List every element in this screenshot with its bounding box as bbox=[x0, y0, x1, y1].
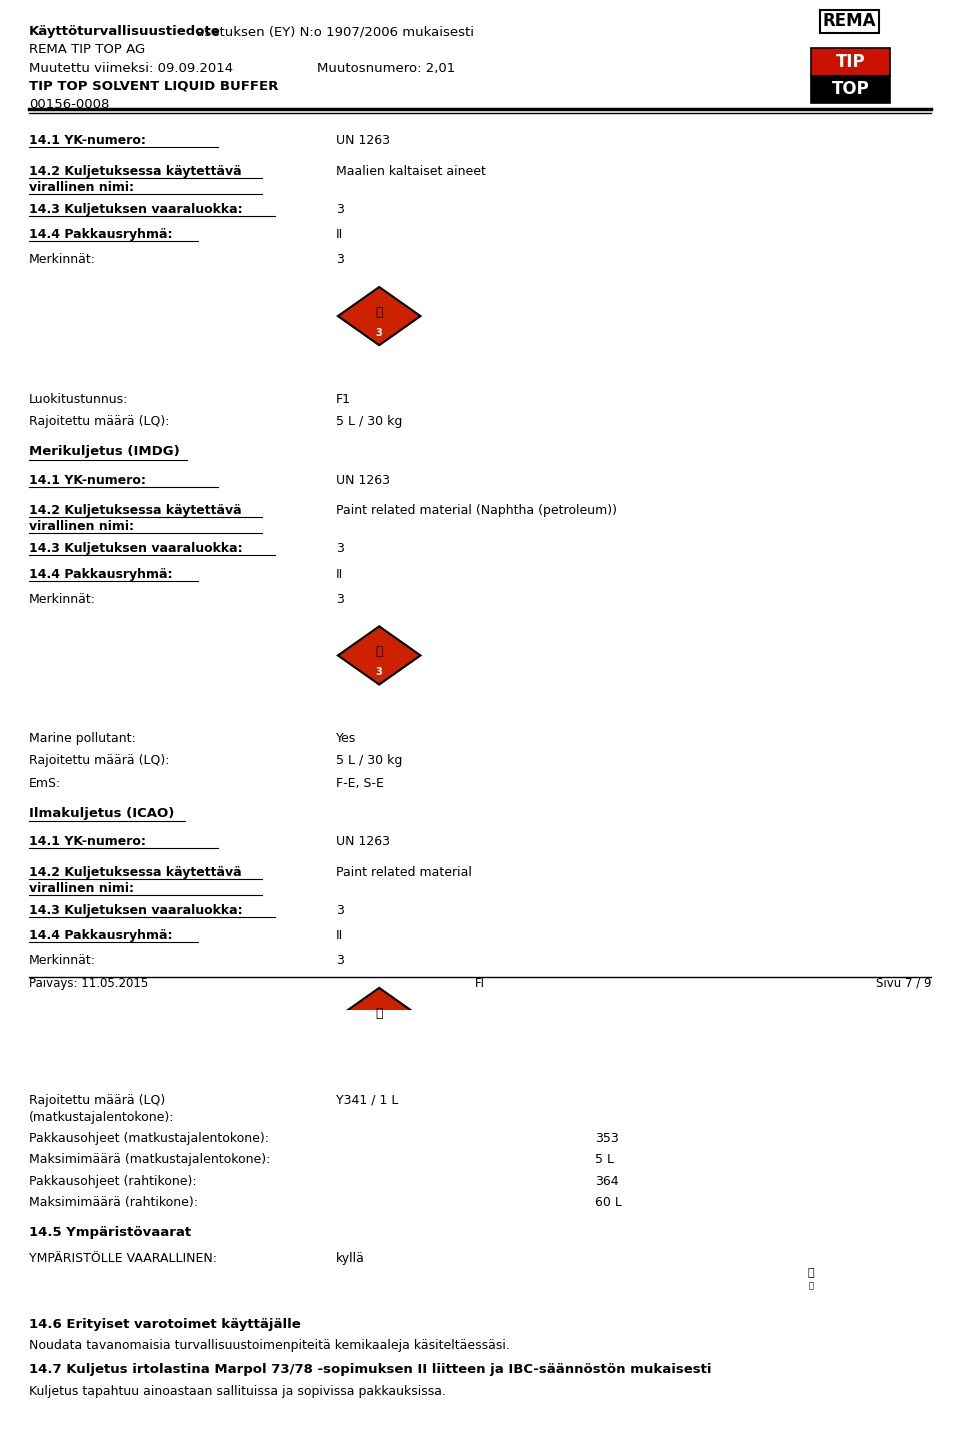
Text: 00156-0008: 00156-0008 bbox=[29, 97, 109, 110]
Text: 14.3 Kuljetuksen vaaraluokka:: 14.3 Kuljetuksen vaaraluokka: bbox=[29, 904, 243, 916]
Text: 3: 3 bbox=[336, 543, 344, 556]
Text: Maalien kaltaiset aineet: Maalien kaltaiset aineet bbox=[336, 165, 486, 178]
Text: Noudata tavanomaisia turvallisuustoimenpiteitä kemikaaleja käsiteltäessäsi.: Noudata tavanomaisia turvallisuustoimenp… bbox=[29, 1339, 510, 1352]
Text: 14.4 Pakkausryhmä:: 14.4 Pakkausryhmä: bbox=[29, 228, 172, 241]
Text: 3: 3 bbox=[336, 203, 344, 216]
Text: 🔥: 🔥 bbox=[375, 646, 383, 659]
Text: 3: 3 bbox=[375, 667, 383, 677]
Text: 5 L: 5 L bbox=[595, 1153, 614, 1166]
Text: REMA TIP TOP AG: REMA TIP TOP AG bbox=[29, 43, 145, 56]
Text: 14.4 Pakkausryhmä:: 14.4 Pakkausryhmä: bbox=[29, 567, 172, 580]
Text: Kuljetus tapahtuu ainoastaan sallituissa ja sopivissa pakkauksissa.: Kuljetus tapahtuu ainoastaan sallituissa… bbox=[29, 1385, 445, 1398]
Text: 364: 364 bbox=[595, 1174, 619, 1187]
Text: REMA: REMA bbox=[823, 11, 876, 30]
Text: 14.3 Kuljetuksen vaaraluokka:: 14.3 Kuljetuksen vaaraluokka: bbox=[29, 543, 243, 556]
Text: 14.1 YK-numero:: 14.1 YK-numero: bbox=[29, 474, 146, 487]
Text: Rajoitettu määrä (LQ): Rajoitettu määrä (LQ) bbox=[29, 1094, 165, 1107]
Text: Maksimimäärä (matkustajalentokone):: Maksimimäärä (matkustajalentokone): bbox=[29, 1153, 270, 1166]
Text: Sivu 7 / 9: Sivu 7 / 9 bbox=[876, 977, 931, 990]
Text: Luokitustunnus:: Luokitustunnus: bbox=[29, 392, 129, 405]
Text: 3: 3 bbox=[336, 593, 344, 606]
Text: asetuksen (EY) N:o 1907/2006 mukaisesti: asetuksen (EY) N:o 1907/2006 mukaisesti bbox=[192, 26, 474, 39]
Text: (matkustajalentokone):: (matkustajalentokone): bbox=[29, 1111, 175, 1124]
Text: 14.1 YK-numero:: 14.1 YK-numero: bbox=[29, 135, 146, 147]
Text: EmS:: EmS: bbox=[29, 776, 61, 789]
Text: Rajoitettu määrä (LQ):: Rajoitettu määrä (LQ): bbox=[29, 415, 169, 428]
Text: 14.2 Kuljetuksessa käytettävä: 14.2 Kuljetuksessa käytettävä bbox=[29, 504, 241, 517]
Text: II: II bbox=[336, 228, 344, 241]
Text: virallinen nimi:: virallinen nimi: bbox=[29, 520, 133, 533]
Text: 14.2 Kuljetuksessa käytettävä: 14.2 Kuljetuksessa käytettävä bbox=[29, 165, 241, 178]
Text: Pakkausohjeet (rahtikone):: Pakkausohjeet (rahtikone): bbox=[29, 1174, 197, 1187]
Polygon shape bbox=[775, 1249, 848, 1300]
Text: TOP: TOP bbox=[831, 80, 870, 99]
Text: II: II bbox=[336, 567, 344, 580]
Text: 3: 3 bbox=[375, 328, 383, 338]
Text: Yes: Yes bbox=[336, 732, 356, 745]
Text: Marine pollutant:: Marine pollutant: bbox=[29, 732, 135, 745]
Text: TIP: TIP bbox=[836, 53, 865, 72]
Text: Päiväys: 11.05.2015: Päiväys: 11.05.2015 bbox=[29, 977, 148, 990]
Text: 14.4 Pakkausryhmä:: 14.4 Pakkausryhmä: bbox=[29, 929, 172, 942]
Text: UN 1263: UN 1263 bbox=[336, 135, 390, 147]
Text: Rajoitettu määrä (LQ):: Rajoitettu määrä (LQ): bbox=[29, 755, 169, 768]
Text: 3: 3 bbox=[375, 1028, 383, 1038]
Text: TIP TOP SOLVENT LIQUID BUFFER: TIP TOP SOLVENT LIQUID BUFFER bbox=[29, 80, 278, 93]
Text: Merikuljetus (IMDG): Merikuljetus (IMDG) bbox=[29, 445, 180, 458]
Text: Muutettu viimeksi: 09.09.2014: Muutettu viimeksi: 09.09.2014 bbox=[29, 62, 233, 74]
Text: Ilmakuljetus (ICAO): Ilmakuljetus (ICAO) bbox=[29, 806, 174, 821]
Text: 🌲: 🌲 bbox=[808, 1269, 814, 1279]
Text: 3: 3 bbox=[336, 253, 344, 266]
Text: Y341 / 1 L: Y341 / 1 L bbox=[336, 1094, 398, 1107]
Text: 14.5 Ympäristövaarat: 14.5 Ympäristövaarat bbox=[29, 1226, 191, 1239]
Text: F1: F1 bbox=[336, 392, 351, 405]
Text: virallinen nimi:: virallinen nimi: bbox=[29, 180, 133, 193]
Text: Muutosnumero: 2,01: Muutosnumero: 2,01 bbox=[317, 62, 455, 74]
Text: 14.1 YK-numero:: 14.1 YK-numero: bbox=[29, 835, 146, 848]
Text: Pakkausohjeet (matkustajalentokone):: Pakkausohjeet (matkustajalentokone): bbox=[29, 1133, 269, 1146]
Text: II: II bbox=[336, 929, 344, 942]
Text: F-E, S-E: F-E, S-E bbox=[336, 776, 384, 789]
Text: Merkinnät:: Merkinnät: bbox=[29, 593, 96, 606]
Text: 3: 3 bbox=[336, 904, 344, 916]
Text: Maksimimäärä (rahtikone):: Maksimimäärä (rahtikone): bbox=[29, 1196, 198, 1209]
Text: Käyttöturvallisuustiedote: Käyttöturvallisuustiedote bbox=[29, 26, 221, 39]
Text: Paint related material: Paint related material bbox=[336, 865, 472, 878]
Text: 14.6 Erityiset varotoimet käyttäjälle: 14.6 Erityiset varotoimet käyttäjälle bbox=[29, 1317, 300, 1330]
Text: 60 L: 60 L bbox=[595, 1196, 622, 1209]
Text: FI: FI bbox=[475, 977, 485, 990]
Text: 🔥: 🔥 bbox=[375, 306, 383, 319]
Text: 🐟: 🐟 bbox=[808, 1282, 814, 1290]
Text: 14.7 Kuljetus irtolastina Marpol 73/78 -sopimuksen II liitteen ja IBC-säännöstön: 14.7 Kuljetus irtolastina Marpol 73/78 -… bbox=[29, 1363, 711, 1376]
Polygon shape bbox=[338, 626, 420, 684]
Text: YMPÄRISTÖLLE VAARALLINEN:: YMPÄRISTÖLLE VAARALLINEN: bbox=[29, 1253, 217, 1266]
Text: 5 L / 30 kg: 5 L / 30 kg bbox=[336, 755, 402, 768]
Text: Merkinnät:: Merkinnät: bbox=[29, 253, 96, 266]
Text: Paint related material (Naphtha (petroleum)): Paint related material (Naphtha (petrole… bbox=[336, 504, 617, 517]
Text: UN 1263: UN 1263 bbox=[336, 474, 390, 487]
Text: virallinen nimi:: virallinen nimi: bbox=[29, 882, 133, 895]
Text: 🔥: 🔥 bbox=[375, 1007, 383, 1020]
FancyBboxPatch shape bbox=[811, 49, 890, 76]
Text: 5 L / 30 kg: 5 L / 30 kg bbox=[336, 415, 402, 428]
Text: 3: 3 bbox=[336, 954, 344, 968]
Text: kyllä: kyllä bbox=[336, 1253, 365, 1266]
Text: 14.3 Kuljetuksen vaaraluokka:: 14.3 Kuljetuksen vaaraluokka: bbox=[29, 203, 243, 216]
Text: UN 1263: UN 1263 bbox=[336, 835, 390, 848]
Text: 353: 353 bbox=[595, 1133, 619, 1146]
Polygon shape bbox=[338, 988, 420, 1047]
Text: Merkinnät:: Merkinnät: bbox=[29, 954, 96, 968]
Polygon shape bbox=[338, 286, 420, 345]
FancyBboxPatch shape bbox=[811, 76, 890, 103]
Text: 14.2 Kuljetuksessa käytettävä: 14.2 Kuljetuksessa käytettävä bbox=[29, 865, 241, 878]
